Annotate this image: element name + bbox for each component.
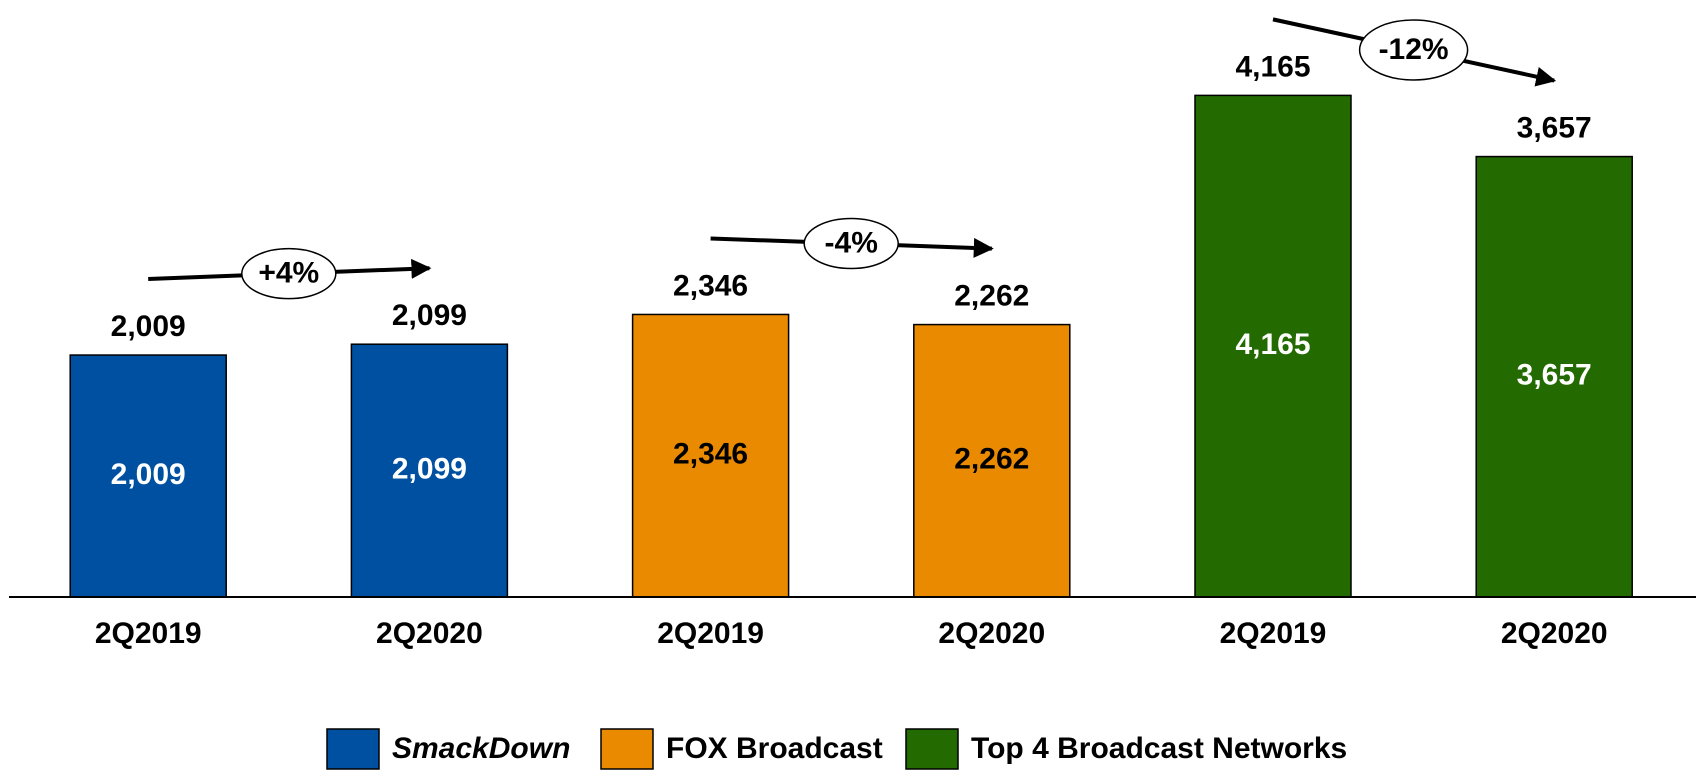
annotation-bubble: [1358, 19, 1469, 81]
annotation-bubble: [803, 217, 899, 270]
x-tick-label: 2Q2020: [1501, 617, 1608, 650]
data-label: 2,262: [954, 443, 1029, 476]
annotation: -12%: [1379, 33, 1449, 66]
data-label: 3,657: [1517, 359, 1592, 392]
annotation: +4%: [258, 257, 319, 290]
data-label: 2,099: [392, 453, 467, 486]
data-label: 3,657: [1517, 111, 1592, 144]
bar: [913, 323, 1071, 598]
x-tick-label: 2Q2020: [938, 617, 1045, 650]
legend-label: Top 4 Broadcast Networks: [971, 732, 1347, 765]
data-label: 2,009: [111, 458, 186, 491]
x-tick-label: 2Q2019: [657, 617, 764, 650]
annotation-bubble: [241, 247, 337, 300]
x-tick-label: 2Q2019: [95, 617, 202, 650]
legend-swatch: [326, 728, 380, 770]
legend-swatch: [905, 728, 959, 770]
data-label: 2,009: [111, 310, 186, 343]
bar: [1475, 155, 1633, 598]
legend-label: SmackDown: [392, 732, 570, 765]
bar: [631, 313, 790, 598]
x-tick-label: 2Q2019: [1220, 617, 1327, 650]
data-label: 2,262: [954, 279, 1029, 312]
data-label: 4,165: [1235, 328, 1310, 361]
x-tick-label: 2Q2020: [376, 617, 483, 650]
data-label: 4,165: [1235, 50, 1310, 83]
data-label: 2,346: [673, 269, 748, 302]
data-label: 2,346: [673, 438, 748, 471]
bar: [69, 354, 227, 598]
bar: [350, 343, 509, 598]
annotation: -4%: [825, 226, 878, 259]
legend-swatch: [600, 728, 654, 770]
bar: [1194, 94, 1352, 598]
data-label: 2,099: [392, 299, 467, 332]
legend-label: FOX Broadcast: [666, 732, 883, 765]
